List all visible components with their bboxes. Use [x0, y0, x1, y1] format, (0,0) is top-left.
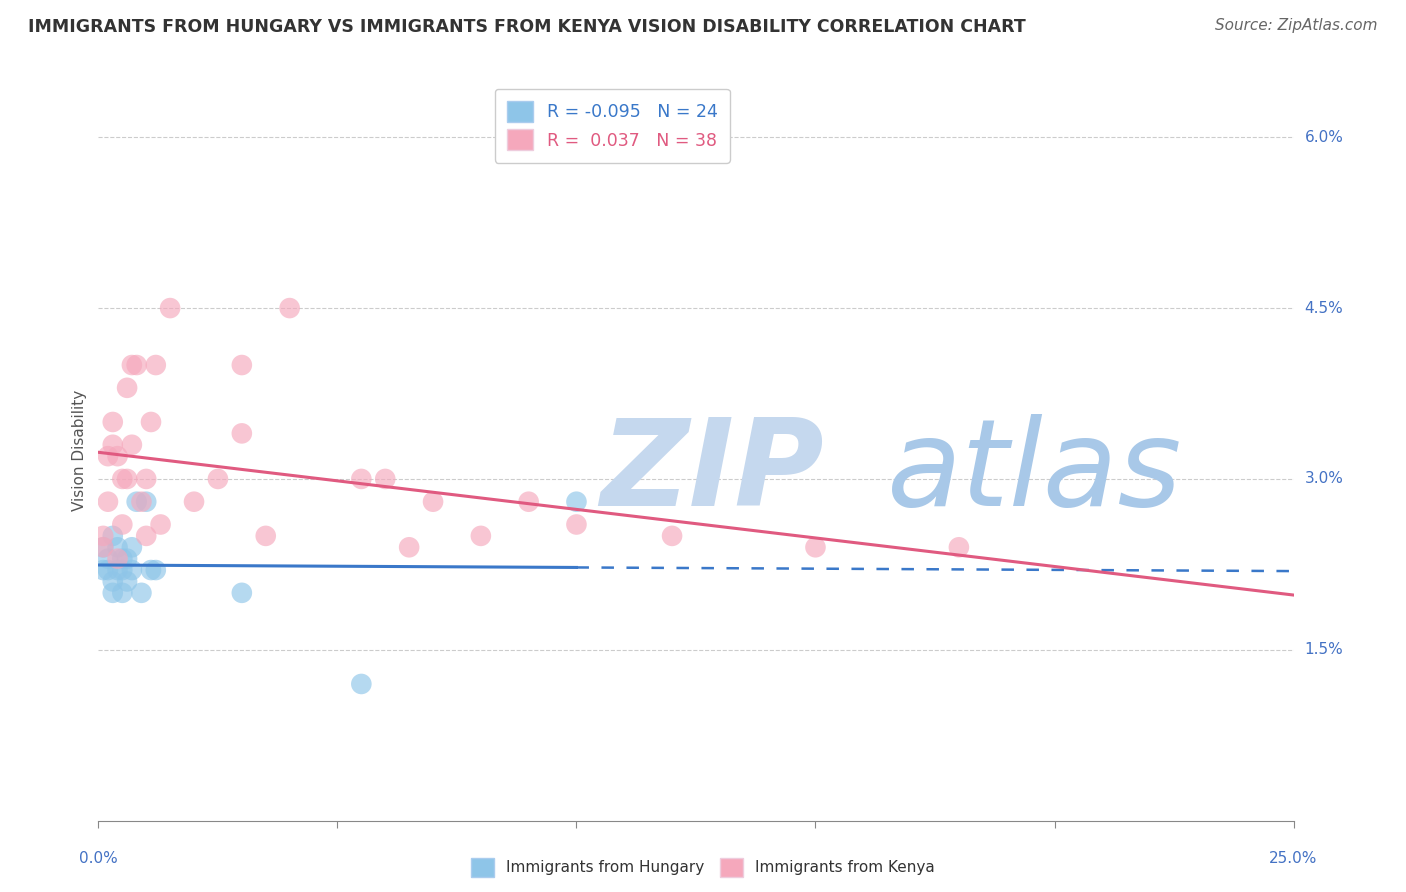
Point: [111, 517, 134, 532]
Point: [139, 563, 162, 577]
Point: [565, 494, 588, 508]
Point: [350, 472, 373, 486]
Text: 4.5%: 4.5%: [1305, 301, 1343, 316]
Point: [91, 541, 114, 555]
Point: [374, 472, 396, 486]
Point: [131, 494, 153, 508]
Point: [97, 494, 120, 508]
Point: [804, 541, 827, 555]
Point: [254, 529, 277, 543]
Text: Source: ZipAtlas.com: Source: ZipAtlas.com: [1215, 18, 1378, 33]
Text: 0.0%: 0.0%: [79, 851, 118, 866]
Point: [159, 301, 181, 315]
Point: [91, 541, 114, 555]
Point: [107, 563, 129, 577]
Point: [183, 494, 205, 508]
Point: [101, 438, 124, 452]
Point: [470, 529, 492, 543]
Point: [111, 472, 134, 486]
Point: [131, 586, 153, 600]
Point: [135, 472, 157, 486]
Point: [111, 551, 134, 566]
Point: [97, 563, 120, 577]
Y-axis label: Vision Disability: Vision Disability: [72, 390, 87, 511]
Point: [91, 529, 114, 543]
Point: [565, 517, 588, 532]
Point: [231, 586, 253, 600]
Point: [422, 494, 444, 508]
Point: [91, 563, 114, 577]
Point: [115, 574, 138, 589]
Point: [107, 449, 129, 463]
Point: [115, 472, 138, 486]
Text: 25.0%: 25.0%: [1270, 851, 1317, 866]
Point: [139, 415, 162, 429]
Point: [135, 494, 157, 508]
Text: 1.5%: 1.5%: [1305, 642, 1343, 657]
Point: [115, 381, 138, 395]
Point: [207, 472, 229, 486]
Point: [101, 415, 124, 429]
Point: [145, 563, 167, 577]
Point: [101, 586, 124, 600]
Point: [231, 358, 253, 372]
Point: [135, 529, 157, 543]
Point: [149, 517, 172, 532]
Point: [121, 541, 143, 555]
Point: [661, 529, 683, 543]
Point: [125, 358, 148, 372]
Point: [97, 551, 120, 566]
Legend: Immigrants from Hungary, Immigrants from Kenya: Immigrants from Hungary, Immigrants from…: [464, 850, 942, 884]
Text: IMMIGRANTS FROM HUNGARY VS IMMIGRANTS FROM KENYA VISION DISABILITY CORRELATION C: IMMIGRANTS FROM HUNGARY VS IMMIGRANTS FR…: [28, 18, 1026, 36]
Point: [115, 551, 138, 566]
Point: [517, 494, 540, 508]
Point: [107, 541, 129, 555]
Text: atlas: atlas: [887, 414, 1182, 531]
Text: 3.0%: 3.0%: [1305, 472, 1344, 486]
Point: [101, 574, 124, 589]
Point: [101, 529, 124, 543]
Point: [350, 677, 373, 691]
Point: [121, 438, 143, 452]
Legend: R = -0.095   N = 24, R =  0.037   N = 38: R = -0.095 N = 24, R = 0.037 N = 38: [495, 89, 730, 162]
Point: [231, 426, 253, 441]
Point: [121, 358, 143, 372]
Point: [278, 301, 301, 315]
Text: ZIP: ZIP: [600, 414, 824, 531]
Text: 6.0%: 6.0%: [1305, 129, 1344, 145]
Point: [111, 563, 134, 577]
Point: [145, 358, 167, 372]
Point: [398, 541, 420, 555]
Point: [125, 494, 148, 508]
Point: [97, 449, 120, 463]
Point: [121, 563, 143, 577]
Point: [111, 586, 134, 600]
Point: [107, 551, 129, 566]
Point: [948, 541, 970, 555]
